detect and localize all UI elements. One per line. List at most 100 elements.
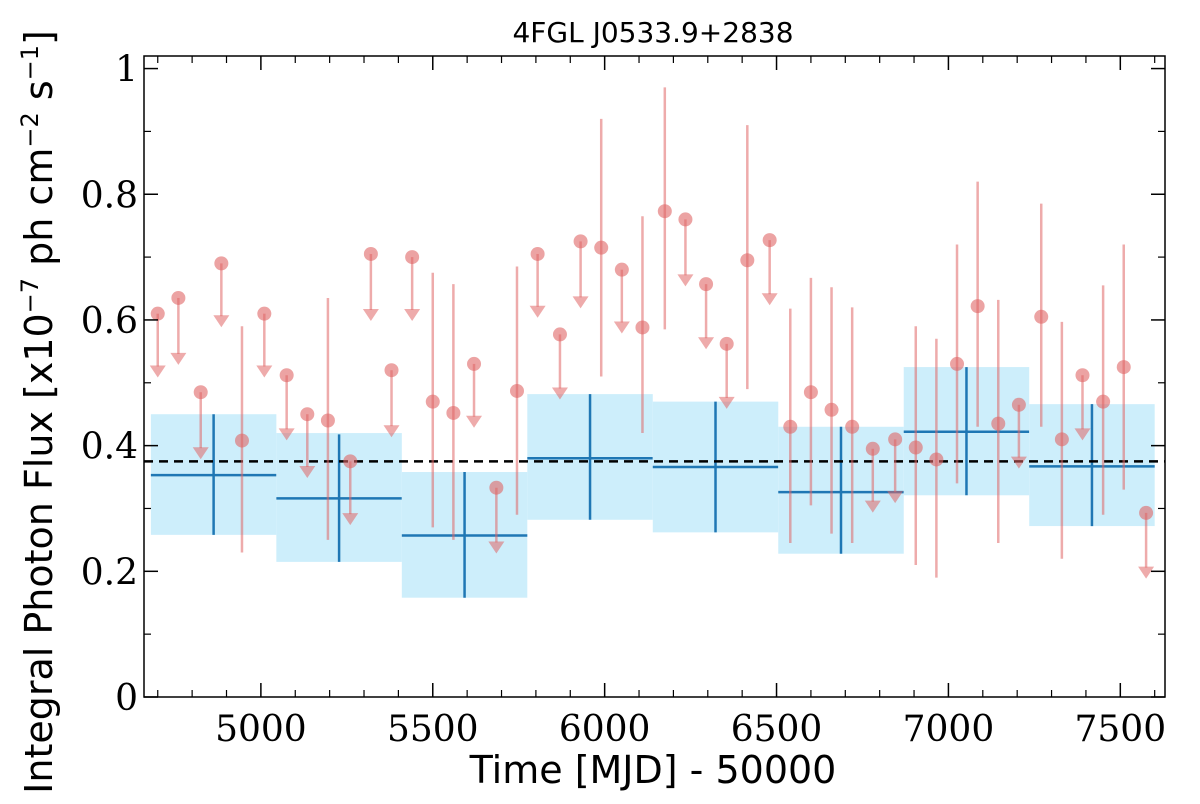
monthly-upper-limit-arrow-34 bbox=[864, 500, 881, 513]
monthly-upper-limit-arrow-18 bbox=[529, 305, 546, 318]
monthly-upper-limit-arrow-19 bbox=[551, 387, 568, 400]
monthly-point-20 bbox=[573, 234, 588, 249]
monthly-point-29 bbox=[762, 233, 777, 248]
y-tick-label-0: 0 bbox=[115, 678, 138, 719]
monthly-upper-limit-arrow-22 bbox=[613, 321, 630, 334]
monthly-point-10 bbox=[363, 246, 378, 261]
monthly-upper-limit-arrow-41 bbox=[1010, 456, 1027, 469]
monthly-upper-limit-arrow-35 bbox=[887, 491, 904, 504]
y-tick-label-1: 0.2 bbox=[81, 552, 138, 593]
y-tick-label-3: 0.6 bbox=[81, 301, 138, 342]
y-axis-label-exp3: −1 bbox=[16, 45, 44, 80]
monthly-point-6 bbox=[279, 368, 294, 383]
monthly-point-19 bbox=[552, 327, 567, 342]
x-tick-label-0: 5000 bbox=[215, 709, 307, 750]
monthly-point-7 bbox=[300, 407, 315, 422]
monthly-point-3 bbox=[214, 256, 229, 271]
y-axis-label-mid: ph cm bbox=[17, 148, 61, 278]
monthly-upper-limit-arrow-25 bbox=[677, 274, 694, 287]
monthly-point-17 bbox=[509, 383, 524, 398]
y-axis-label-end: ] bbox=[17, 30, 61, 45]
monthly-point-28 bbox=[740, 253, 755, 268]
monthly-point-40 bbox=[991, 416, 1006, 431]
monthly-point-18 bbox=[530, 246, 545, 261]
axes-layer bbox=[143, 55, 1166, 698]
monthly-upper-limit-arrow-15 bbox=[466, 415, 483, 428]
monthly-upper-limit-arrow-3 bbox=[213, 315, 230, 328]
y-tick-label-4: 0.8 bbox=[81, 175, 138, 216]
plot-frame bbox=[143, 55, 1166, 698]
monthly-point-24 bbox=[657, 204, 672, 219]
monthly-point-36 bbox=[908, 440, 923, 455]
monthly-point-0 bbox=[150, 306, 165, 321]
monthly-point-12 bbox=[405, 250, 420, 265]
monthly-upper-limit-arrow-1 bbox=[170, 352, 187, 365]
y-tick-label-2: 0.4 bbox=[81, 427, 138, 468]
monthly-point-2 bbox=[193, 385, 208, 400]
monthly-upper-limit-arrow-9 bbox=[342, 513, 359, 526]
monthly-point-47 bbox=[1139, 505, 1154, 520]
monthly-point-21 bbox=[594, 240, 609, 255]
x-tick-label-3: 6500 bbox=[731, 709, 823, 750]
monthly-point-5 bbox=[257, 306, 272, 321]
monthly-upper-limit-arrow-11 bbox=[383, 425, 400, 438]
monthly-point-16 bbox=[489, 480, 504, 495]
monthly-point-39 bbox=[970, 299, 985, 314]
monthly-point-46 bbox=[1116, 360, 1131, 375]
monthly-upper-limit-arrow-2 bbox=[192, 447, 209, 460]
monthly-upper-limit-arrow-47 bbox=[1138, 566, 1155, 579]
yearly-bins-layer bbox=[150, 367, 1155, 598]
monthly-points-layer bbox=[149, 87, 1155, 579]
monthly-point-23 bbox=[635, 320, 650, 335]
monthly-upper-limit-arrow-10 bbox=[362, 308, 379, 321]
monthly-upper-limit-arrow-29 bbox=[761, 293, 778, 306]
chart-title: 4FGL J0533.9+2838 bbox=[512, 16, 793, 49]
monthly-point-33 bbox=[845, 419, 860, 434]
monthly-upper-limit-arrow-27 bbox=[718, 396, 735, 409]
ticks-layer: 5000 5500 6000 6500 7000 7500 0 0.2 0.4 0.6 0.8 1 bbox=[81, 50, 1166, 750]
monthly-point-15 bbox=[467, 356, 482, 371]
monthly-upper-limit-arrow-44 bbox=[1074, 428, 1091, 441]
y-tick-label-5: 1 bbox=[115, 50, 138, 91]
monthly-point-9 bbox=[343, 454, 358, 469]
monthly-upper-limit-arrow-16 bbox=[488, 541, 505, 554]
monthly-upper-limit-arrow-5 bbox=[256, 365, 273, 378]
monthly-point-26 bbox=[699, 277, 714, 292]
monthly-point-13 bbox=[425, 394, 440, 409]
monthly-point-11 bbox=[384, 363, 399, 378]
x-tick-label-5: 7500 bbox=[1074, 709, 1166, 750]
monthly-upper-limit-arrow-20 bbox=[572, 296, 589, 309]
y-axis-label-mid2: s bbox=[17, 80, 61, 112]
monthly-upper-limit-arrow-26 bbox=[698, 337, 715, 350]
x-tick-label-4: 7000 bbox=[903, 709, 995, 750]
y-axis-label: Integral Photon Flux [x10−7 ph cm−2 s−1] bbox=[16, 30, 61, 794]
x-tick-label-1: 5500 bbox=[387, 709, 479, 750]
monthly-point-32 bbox=[824, 402, 839, 417]
monthly-point-37 bbox=[929, 452, 944, 467]
monthly-point-42 bbox=[1034, 309, 1049, 324]
x-axis-label: Time [MJD] - 50000 bbox=[469, 748, 837, 792]
y-axis-label-exp2: −2 bbox=[16, 112, 44, 147]
x-tick-label-2: 6000 bbox=[559, 709, 651, 750]
monthly-point-14 bbox=[446, 405, 461, 420]
monthly-point-45 bbox=[1096, 394, 1111, 409]
monthly-point-8 bbox=[320, 413, 335, 428]
monthly-point-22 bbox=[614, 262, 629, 277]
monthly-point-43 bbox=[1054, 432, 1069, 447]
monthly-point-44 bbox=[1075, 368, 1090, 383]
monthly-point-31 bbox=[803, 385, 818, 400]
y-axis-label-main: Integral Photon Flux [x10 bbox=[17, 313, 61, 794]
monthly-point-34 bbox=[865, 441, 880, 456]
monthly-point-41 bbox=[1011, 397, 1026, 412]
monthly-point-25 bbox=[678, 212, 693, 227]
monthly-upper-limit-arrow-0 bbox=[149, 365, 166, 378]
monthly-point-1 bbox=[171, 290, 186, 305]
monthly-point-35 bbox=[888, 432, 903, 447]
monthly-point-30 bbox=[783, 419, 798, 434]
monthly-point-4 bbox=[234, 433, 249, 448]
monthly-upper-limit-arrow-6 bbox=[278, 428, 295, 441]
monthly-upper-limit-arrow-7 bbox=[299, 466, 316, 479]
monthly-point-27 bbox=[719, 336, 734, 351]
